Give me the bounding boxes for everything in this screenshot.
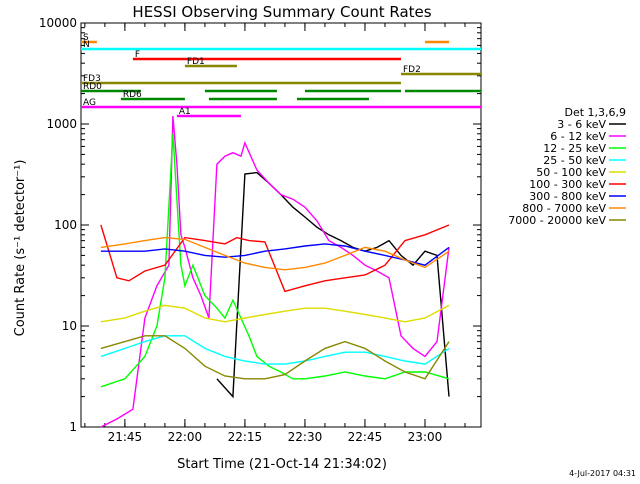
y-axis-label: Count Rate (s⁻¹ detector⁻¹) [13, 160, 28, 337]
series-line-12-25-kev [100, 133, 450, 388]
series-line-7000-20000-kev [100, 335, 450, 380]
legend-label: 6 - 12 keV [550, 130, 606, 143]
y-tick-label: 100 [54, 218, 77, 232]
legend-label: 3 - 6 keV [557, 118, 606, 131]
y-tick-label: 1000 [46, 117, 77, 131]
chart-title: HESSI Observing Summary Count Rates [132, 3, 431, 21]
series-line-50-100-kev [100, 304, 450, 323]
series-group [100, 115, 450, 428]
state-bar-label: F [135, 50, 140, 60]
state-bar-label: A1 [179, 107, 191, 117]
series-line-6-12-kev [100, 115, 450, 428]
legend-label: 800 - 7000 keV [522, 202, 606, 215]
legend-label: 12 - 25 keV [543, 142, 606, 155]
state-bar-label: FD1 [187, 57, 205, 67]
y-tick-label: 1 [69, 420, 77, 434]
y-tick-label: 10 [62, 319, 77, 333]
x-tick-label: 21:45 [108, 430, 143, 444]
axis-ticks: 21:45 22:00 22:15 22:30 22:45 23:00 1 10 100 1000… [39, 16, 481, 444]
timestamp: 4-Jul-2017 04:31 [569, 469, 636, 478]
x-tick-label: 22:15 [228, 430, 263, 444]
x-tick-label: 22:30 [288, 430, 323, 444]
state-bar-label: FD3 [83, 74, 101, 84]
legend-label: 50 - 100 keV [536, 166, 606, 179]
x-tick-label: 22:45 [348, 430, 383, 444]
series-line-300-800-kev [100, 243, 450, 266]
series-line-25-50-kev [100, 335, 450, 365]
state-bar-label: S [83, 33, 89, 43]
state-bar-label: RD6 [123, 90, 142, 100]
y-tick-label: 10000 [39, 16, 77, 30]
state-bar-label: FD2 [403, 65, 421, 75]
series-line-100-300-kev [100, 224, 450, 293]
x-tick-label: 22:00 [168, 430, 203, 444]
series-line-800-7000-kev [100, 236, 450, 271]
legend-label: 25 - 50 keV [543, 154, 606, 167]
x-tick-label: 23:00 [408, 430, 443, 444]
series-line-3-6-kev [216, 171, 450, 399]
legend-title: Det 1,3,6,9 [564, 106, 626, 119]
legend-label: 7000 - 20000 keV [508, 214, 606, 227]
legend-label: 300 - 800 keV [529, 190, 606, 203]
state-bar-label: N [83, 40, 90, 50]
state-bar-label: AG [83, 98, 96, 108]
legend-label: 100 - 300 keV [529, 178, 606, 191]
x-axis-label: Start Time (21-Oct-14 21:34:02) [177, 457, 387, 472]
state-bar-label: RD0 [83, 82, 102, 92]
